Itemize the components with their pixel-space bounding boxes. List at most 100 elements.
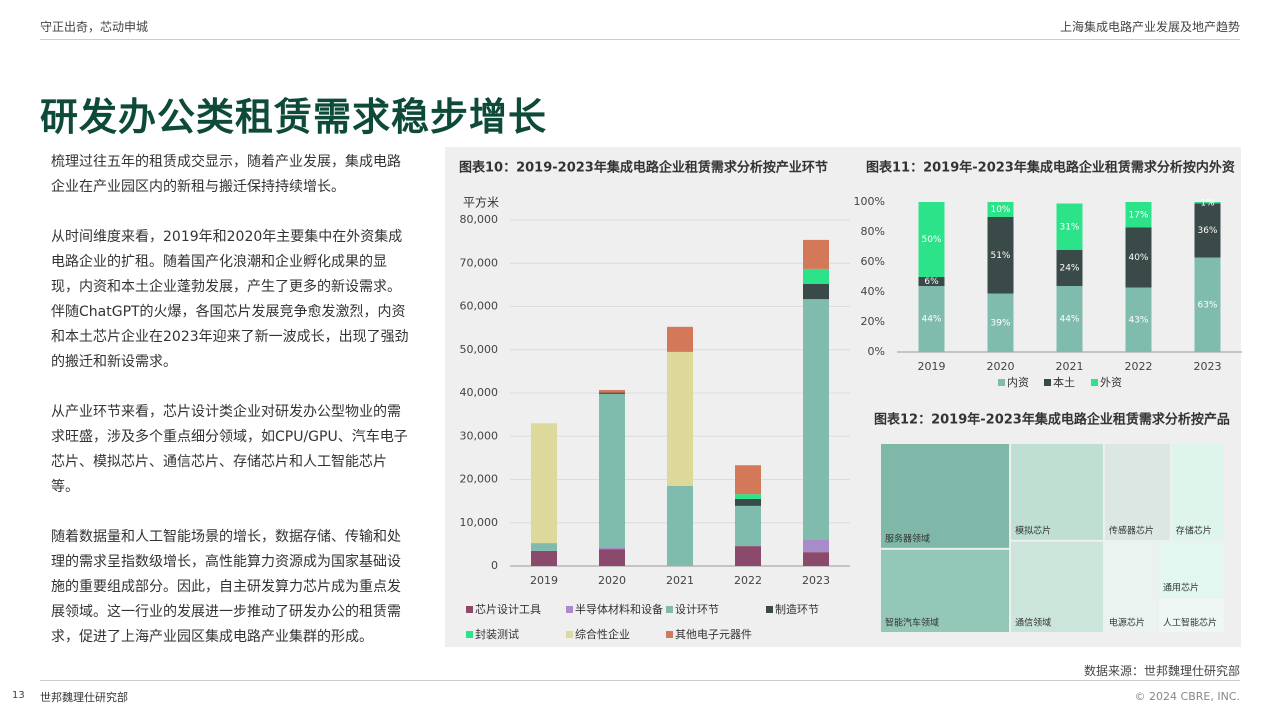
bar-segment [803,299,829,540]
bar-segment [803,268,829,285]
legend-swatch [1044,379,1051,386]
legend-swatch [666,631,673,638]
treemap-label: 服务器领域 [885,532,930,544]
chart-title: 图表10：2019-2023年集成电路企业租赁需求分析按产业环节 [459,160,828,176]
legend-label: 半导体材料和设备 [575,602,663,616]
x-tick-label: 2020 [987,360,1015,373]
bar-segment [1125,227,1152,288]
bar-segment [735,505,761,547]
y-tick-label: 80% [861,225,885,238]
y-tick-label: 80,000 [460,213,499,226]
y-tick-label: 10,000 [460,516,499,529]
treemap-cell [1159,598,1224,632]
legend-swatch [566,606,573,613]
y-tick-label: 0% [868,345,885,358]
legend-label: 芯片设计工具 [475,602,541,616]
value-label: 44% [1059,315,1079,325]
legend-label: 制造环节 [775,602,819,616]
treemap-label: 通用芯片 [1163,581,1199,593]
header-rule [40,39,1240,40]
treemap-label: 通信领域 [1015,617,1051,629]
page-number: 13 [12,690,25,701]
y-tick-label: 0 [491,559,498,572]
bar-segment [735,465,761,495]
source: 数据来源：世邦魏理仕研究部 [1083,664,1240,678]
bar-segment [735,546,761,566]
y-tick-label: 30,000 [460,429,499,442]
treemap-cell [1011,541,1103,632]
legend-swatch [666,606,673,613]
y-tick-label: 60% [861,255,885,268]
legend-swatch [1091,379,1098,386]
value-label: 44% [921,315,941,325]
bar-segment [803,284,829,300]
treemap-label: 模拟芯片 [1015,524,1051,536]
x-tick-label: 2022 [734,574,762,587]
footer-org: 世邦魏理仕研究部 [40,691,128,704]
bar-segment [667,485,693,566]
y-tick-label: 40,000 [460,386,499,399]
bar-segment [1194,202,1221,204]
value-label: 43% [1128,315,1148,325]
treemap-cell [1104,541,1158,632]
treemap-cell [881,549,1010,632]
bar-segment [599,547,625,550]
header-left: 守正出奇，芯动申城 [40,20,149,34]
y-tick-label: 60,000 [460,300,499,313]
legend-label: 其他电子元器件 [675,628,752,641]
bar-segment [531,423,557,544]
value-label: 24% [1059,264,1079,274]
bar-segment [667,351,693,486]
bar-segment [918,202,945,277]
treemap-cell [1159,541,1224,597]
treemap-label: 传感器芯片 [1109,524,1154,536]
page-title: 研发办公类租赁需求稳步增长 [40,94,548,139]
y-tick-label: 50,000 [460,343,499,356]
legend-label: 内资 [1007,375,1029,389]
treemap-cell [1011,444,1103,540]
legend-swatch [466,631,473,638]
legend-label: 设计环节 [675,603,719,616]
y-tick-label: 100% [854,195,885,208]
bar-segment [1125,202,1152,228]
bar-segment [803,552,829,566]
bar-segment [531,550,557,566]
treemap-label: 智能汽车领域 [885,617,939,629]
x-tick-label: 2021 [666,574,694,587]
chart-title: 图表12：2019年-2023年集成电路企业租赁需求分析按产品 [874,412,1230,428]
value-label: 50% [921,235,941,245]
treemap-label: 存储芯片 [1176,524,1212,536]
paragraph: 梳理过往五年的租赁成交显示，随着产业发展，集成电路企业在产业园区内的新租与搬迁保… [51,154,401,195]
value-label: 1% [1200,198,1215,208]
legend-label: 封装测试 [475,627,519,641]
treemap-label: 人工智能芯片 [1163,617,1217,629]
legend-label: 综合性企业 [575,627,630,641]
treemap-cell [881,444,1010,548]
legend-swatch [766,606,773,613]
bar-segment [735,494,761,499]
bar-segment [667,326,693,352]
bar-segment [599,392,625,394]
x-tick-label: 2023 [802,574,830,587]
value-label: 17% [1128,210,1148,220]
value-label: 6% [924,277,939,287]
bar-segment [987,202,1014,217]
bar-segment [735,498,761,506]
x-tick-label: 2020 [598,574,626,587]
legend-label: 本土 [1053,375,1075,389]
bar-segment [1194,257,1221,352]
value-label: 36% [1197,226,1217,236]
bar-segment [987,293,1014,352]
bar-segment [803,239,829,269]
y-tick-label: 20% [861,315,885,328]
x-tick-label: 2023 [1194,360,1222,373]
bar-segment [987,217,1014,294]
legend-label: 外资 [1100,376,1122,389]
paragraph: 随着数据量和人工智能场景的增长，数据存储、传输和处理的需求呈指数级增长，高性能算… [51,529,401,645]
y-axis-label: 平方米 [463,195,499,210]
paragraph: 从产业环节来看，芯片设计类企业对研发办公型物业的需求旺盛，涉及多个重点细分领域，… [51,404,408,495]
copyright: © 2024 CBRE, INC. [1134,690,1240,703]
paragraph: 从时间维度来看，2019年和2020年主要集中在外资集成电路企业的扩租。随着国产… [51,229,409,370]
legend-swatch [566,631,573,638]
